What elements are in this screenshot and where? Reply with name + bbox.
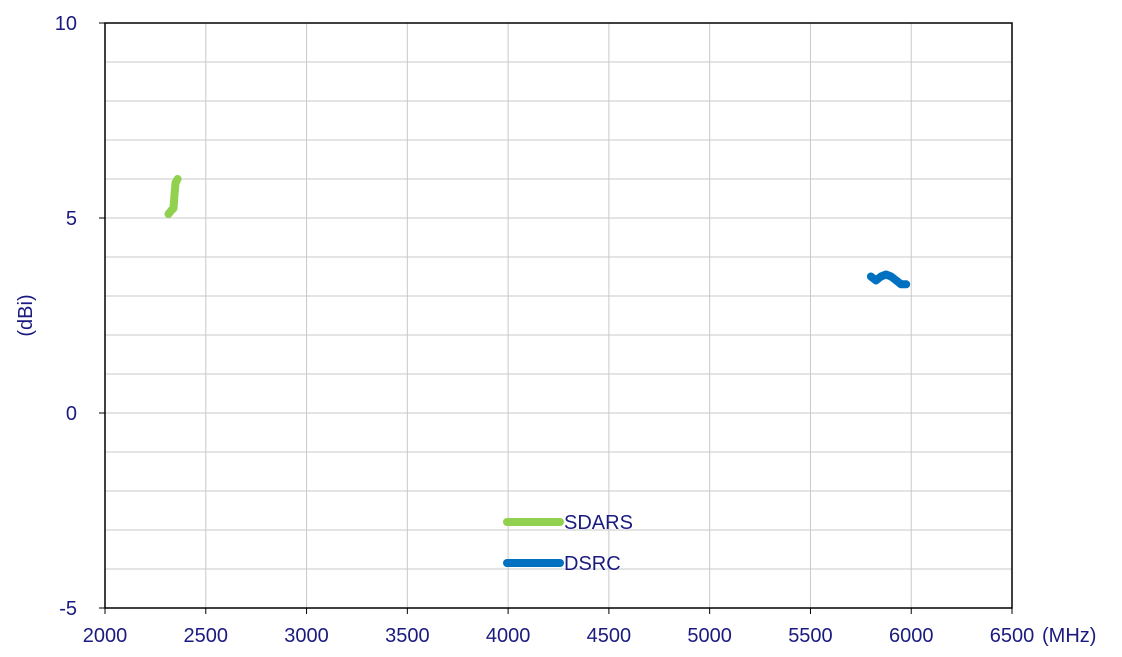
x-tick-label: 3500 (385, 625, 430, 647)
x-axis-label: (MHz) (1042, 625, 1096, 647)
x-tick-label: 5000 (687, 625, 732, 647)
x-tick-label: 2000 (83, 625, 128, 647)
x-axis-ticks: 2000 2500 3000 3500 4000 4500 5000 5500 6000 6500 (83, 608, 1035, 647)
x-tick-label: 5500 (788, 625, 833, 647)
y-tick-label: 10 (55, 13, 77, 35)
legend-label-dsrc: DSRC (564, 553, 621, 575)
legend: SDARS DSRC (503, 512, 633, 575)
y-tick-label: -5 (59, 598, 77, 620)
y-axis-label: (dBi) (15, 294, 37, 336)
x-tick-label: 6500 (990, 625, 1035, 647)
grid (104, 22, 1013, 609)
x-tick-label: 4500 (587, 625, 632, 647)
x-tick-label: 2500 (184, 625, 229, 647)
x-tick-label: 4000 (486, 625, 531, 647)
x-tick-label: 6000 (889, 625, 934, 647)
y-tick-label: 5 (66, 208, 77, 230)
series-line-sdars (164, 175, 182, 219)
x-tick-label: 3000 (284, 625, 329, 647)
y-axis-ticks: -5 0 5 10 (55, 13, 105, 620)
plot-frame (104, 22, 1013, 609)
series-line-dsrc (866, 270, 911, 289)
y-tick-label: 0 (66, 403, 77, 425)
legend-label-sdars: SDARS (564, 512, 633, 534)
series-layer (164, 175, 911, 289)
